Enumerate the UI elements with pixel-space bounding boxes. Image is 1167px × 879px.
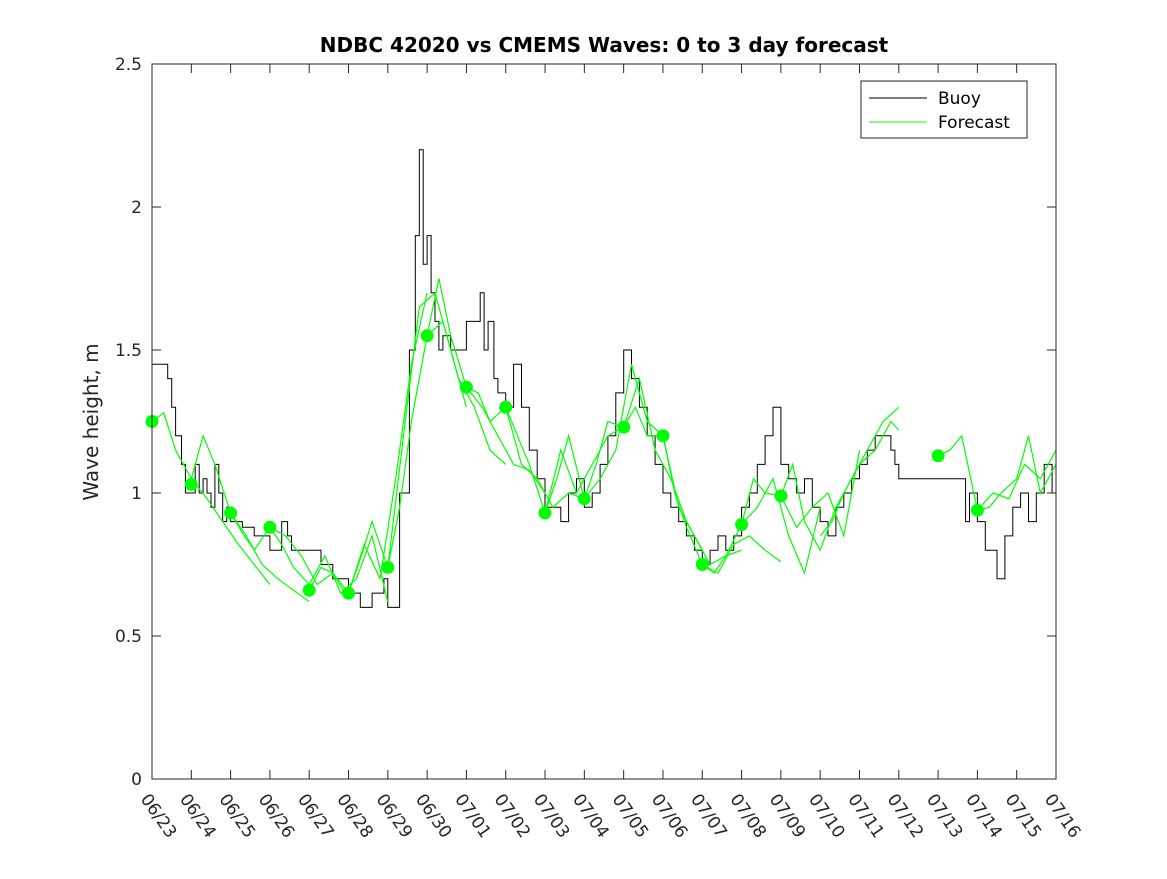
forecast-run-13 <box>662 435 782 574</box>
forecast-marker <box>224 506 238 520</box>
forecast-marker <box>184 477 198 491</box>
forecast-marker <box>499 400 513 414</box>
forecast-run-18 <box>937 434 1057 512</box>
forecast-run-6 <box>387 320 507 568</box>
forecast-marker <box>302 583 316 597</box>
forecast-marker <box>577 492 591 506</box>
forecast-run-0 <box>151 411 271 585</box>
forecast-run-16 <box>780 406 900 552</box>
forecast-run-7 <box>426 278 546 494</box>
legend-box <box>860 80 1028 139</box>
forecast-run-15 <box>741 449 861 539</box>
forecast-marker <box>420 329 434 343</box>
forecast-run-4 <box>308 292 428 595</box>
forecast-run-9 <box>505 406 624 516</box>
forecast-marker <box>695 558 709 571</box>
forecast-marker <box>538 506 552 520</box>
forecast-marker <box>735 518 749 531</box>
legend-buoy-label: Buoy <box>938 89 981 109</box>
forecast-run-17 <box>819 420 900 537</box>
forecast-marker <box>617 420 631 434</box>
forecast-run-14 <box>701 477 821 576</box>
legend: Buoy Forecast <box>860 80 1028 139</box>
legend-forecast-label: Forecast <box>938 113 1010 133</box>
y-tick-label: 2.5 <box>115 55 142 75</box>
forecast-marker <box>970 503 984 517</box>
axes-box <box>151 63 1057 780</box>
plot-area <box>145 149 1057 608</box>
forecast-run-10 <box>544 364 664 514</box>
forecast-run-1 <box>190 433 310 603</box>
forecast-marker <box>263 520 277 534</box>
forecast-marker <box>656 429 670 443</box>
forecast-marker <box>459 380 473 394</box>
forecast-run-12 <box>623 405 742 566</box>
forecast-run-8 <box>466 386 585 509</box>
y-tick-label: 0 <box>131 770 142 790</box>
chart-title: NDBC 42020 vs CMEMS Waves: 0 to 3 day fo… <box>320 33 889 57</box>
y-axis-label: Wave height, m <box>79 343 103 500</box>
forecast-marker <box>381 560 395 574</box>
y-tick-label: 1.5 <box>115 341 142 361</box>
forecast-run-11 <box>583 376 703 551</box>
y-tick-label: 1 <box>131 484 142 504</box>
y-tick-label: 0.5 <box>115 627 142 647</box>
y-tick-label: 2 <box>131 198 142 218</box>
buoy-line <box>152 149 1057 608</box>
forecast-run-19 <box>977 435 1057 511</box>
forecast-run-2 <box>230 512 350 600</box>
forecast-marker <box>342 586 355 600</box>
forecast-marker <box>931 449 945 463</box>
forecast-marker <box>774 489 788 503</box>
